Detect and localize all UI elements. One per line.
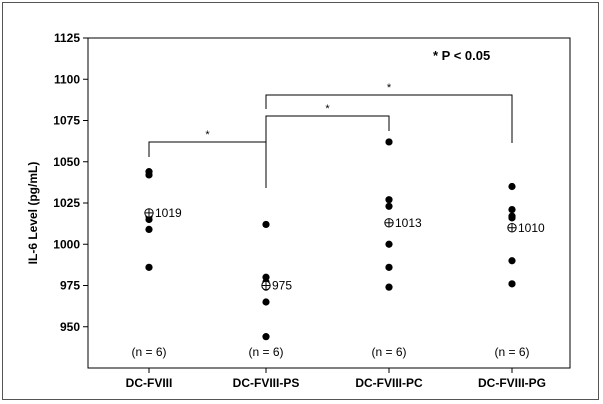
x-tick-label: DC-FVIII: [126, 376, 173, 390]
x-tick-label: DC-FVIII-PG: [478, 376, 546, 390]
data-point: [262, 298, 270, 306]
data-point: [145, 215, 153, 224]
y-tick-label: 1125: [54, 31, 80, 45]
mean-label: 1019: [155, 206, 182, 220]
n-label: (n = 6): [248, 345, 283, 359]
mean-label: 1010: [518, 221, 545, 235]
significance-star: *: [387, 82, 392, 94]
data-point: [385, 263, 393, 271]
y-axis-label: IL-6 Level (pg/mL): [26, 162, 40, 265]
data-point: [508, 182, 516, 191]
y-tick-label: 1025: [53, 196, 80, 210]
n-label: (n = 6): [131, 345, 166, 359]
significance-bracket: [148, 141, 267, 188]
significance-bracket: [265, 94, 513, 143]
data-point: [508, 280, 516, 288]
data-point: [508, 257, 516, 265]
significance-star: *: [205, 129, 210, 141]
significance-bracket: [265, 115, 390, 188]
data-point: [508, 214, 516, 222]
data-point: [145, 225, 153, 233]
data-point: [145, 263, 153, 271]
y-tick-label: 1100: [54, 72, 80, 86]
x-tick-label: DC-FVIII-PC: [355, 376, 423, 390]
y-tick-label: 950: [60, 320, 80, 334]
mean-label: 975: [272, 279, 292, 293]
y-tick-label: 1050: [53, 155, 80, 169]
data-point: [385, 283, 393, 291]
data-point: [508, 206, 516, 214]
data-point: [385, 196, 393, 204]
plot-area: 950 975 1000 1025 1050 1075 1100 1125 DC-FVIII DC…: [53, 31, 571, 390]
y-tick-label: 975: [60, 279, 80, 293]
plot-border: [87, 37, 571, 369]
chart-frame: [2, 2, 599, 400]
significance-star: *: [325, 103, 330, 115]
y-tick-label: 1000: [53, 237, 80, 251]
data-point: [385, 138, 393, 146]
data-point: [262, 333, 270, 341]
mean-label: 1013: [395, 216, 422, 230]
x-tick-label: DC-FVIII-PS: [233, 376, 300, 390]
data-point: [262, 273, 270, 281]
significance-note: * P < 0.05: [433, 48, 490, 63]
n-label: (n = 6): [371, 345, 406, 359]
data-point: [385, 240, 393, 248]
data-point: [145, 171, 153, 179]
y-tick-label: 1075: [53, 114, 80, 128]
data-point: [262, 220, 270, 229]
data-point: [385, 202, 393, 210]
n-label: (n = 6): [494, 345, 529, 359]
